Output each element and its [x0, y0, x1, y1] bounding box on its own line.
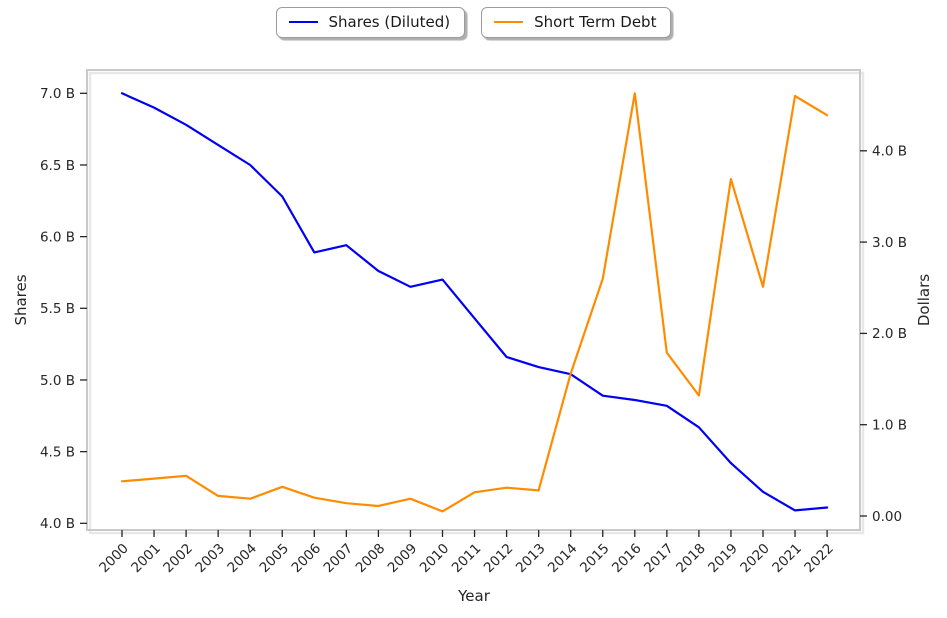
left-tick-label: 5.0 B [40, 373, 75, 389]
x-tick-label: 2009 [385, 541, 421, 577]
x-tick-label: 2017 [641, 541, 677, 577]
x-tick-label: 2010 [417, 541, 453, 577]
x-tick-label: 2018 [673, 541, 709, 577]
plot-frame-shadow [88, 71, 865, 535]
x-tick-label: 2008 [353, 541, 389, 577]
x-tick-label: 2022 [801, 541, 837, 577]
x-tick-label: 2004 [224, 541, 260, 577]
x-tick-label: 2005 [256, 541, 292, 577]
shares-diluted-line [120, 92, 829, 512]
plot-frame [86, 69, 861, 531]
left-tick-label: 5.5 B [40, 301, 75, 317]
left-tick-label: 6.0 B [40, 229, 75, 245]
x-axis-title: Year [458, 587, 490, 605]
x-tick-label: 2015 [577, 541, 613, 577]
x-tick-label: 2013 [513, 541, 549, 577]
legend-label-short-term-debt: Short Term Debt [534, 13, 657, 31]
legend-line-swatch-short-term-debt [494, 21, 524, 23]
x-tick-label: 2000 [96, 541, 132, 577]
right-tick-label: 3.0 B [872, 235, 907, 251]
x-tick-label: 2002 [160, 541, 196, 577]
right-tick-label: 2.0 B [872, 326, 907, 342]
x-tick-label: 2003 [192, 541, 228, 577]
left-tick-label: 4.0 B [40, 516, 75, 532]
x-tick-label: 2012 [481, 541, 517, 577]
x-tick-label: 2001 [128, 541, 164, 577]
left-tick-label: 7.0 B [40, 86, 75, 102]
short-term-debt-line [120, 92, 829, 513]
right-tick-label: 0.00 [872, 509, 902, 525]
x-tick-label: 2016 [609, 541, 645, 577]
legend: Shares (Diluted) Short Term Debt [0, 7, 947, 38]
right-tick-label: 1.0 B [872, 418, 907, 434]
right-tick-label: 4.0 B [872, 144, 907, 160]
legend-line-swatch-shares [288, 21, 318, 23]
x-tick-label: 2019 [705, 541, 741, 577]
legend-item-short-term-debt[interactable]: Short Term Debt [481, 7, 672, 38]
x-tick-label: 2021 [769, 541, 805, 577]
left-tick-label: 6.5 B [40, 158, 75, 174]
x-tick-label: 2014 [545, 541, 581, 577]
x-tick-label: 2020 [737, 541, 773, 577]
x-tick-label: 2006 [289, 541, 325, 577]
x-tick-label: 2007 [321, 541, 357, 577]
left-tick-label: 4.5 B [40, 444, 75, 460]
legend-label-shares: Shares (Diluted) [328, 13, 451, 31]
legend-item-shares-diluted[interactable]: Shares (Diluted) [275, 7, 466, 38]
x-tick-label: 2011 [449, 541, 485, 577]
